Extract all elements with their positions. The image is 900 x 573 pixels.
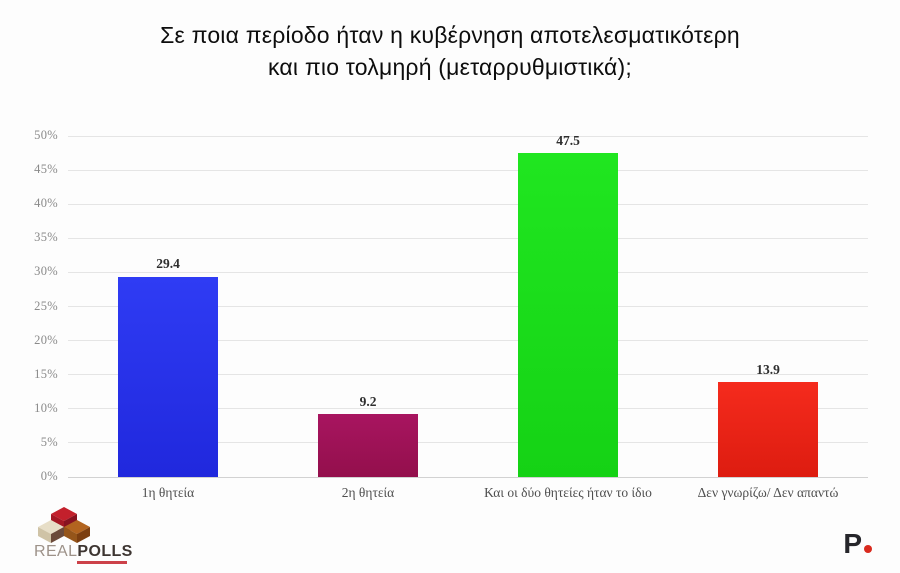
gridline-30 xyxy=(68,271,868,273)
gridline-10 xyxy=(68,408,868,410)
y-tick-label-35: 35% xyxy=(34,230,58,245)
gridline-50 xyxy=(68,135,868,137)
realpolls-word-polls: POLLS xyxy=(77,543,133,560)
gridline-20 xyxy=(68,340,868,342)
bar-value-1: 29.4 xyxy=(156,256,180,272)
realpolls-cubes-icon xyxy=(38,507,90,543)
gridline-5 xyxy=(68,442,868,444)
chart-title-line-1: Σε ποια περίοδο ήταν η κυβέρνηση αποτελε… xyxy=(160,22,740,48)
x-tick-label-3: Και οι δύο θητείες ήταν το ίδιο xyxy=(484,485,652,500)
y-tick-label-5: 5% xyxy=(40,434,58,449)
realpolls-logo: REALPOLLS xyxy=(34,506,144,568)
protagon-letter: P xyxy=(843,528,862,559)
y-tick-label-50: 50% xyxy=(34,128,58,142)
y-tick-label-30: 30% xyxy=(34,264,58,279)
x-tick-label-1: 1η θητεία xyxy=(141,485,195,500)
gridline-35 xyxy=(68,237,868,239)
gridline-45 xyxy=(68,169,868,171)
bar-1 xyxy=(118,276,218,477)
bar-4 xyxy=(718,382,818,477)
plot-area: 0% 5% 10% 15% 20% 25% 30% 35% 40% 45% 50% 29.4 1η θη… xyxy=(34,128,868,500)
x-tick-label-2: 2η θητεία xyxy=(341,485,395,500)
chart-title-line-2: και πιο τολμηρή (μεταρρυθμιστικά); xyxy=(268,53,632,80)
bar-value-3: 47.5 xyxy=(556,133,580,149)
y-tick-label-0: 0% xyxy=(40,469,58,483)
realpolls-wordmark: REALPOLLS xyxy=(34,543,133,561)
realpolls-word-real: REAL xyxy=(34,543,78,560)
y-tick-label-15: 15% xyxy=(34,366,58,381)
y-tick-label-40: 40% xyxy=(34,196,58,211)
y-tick-label-10: 10% xyxy=(34,400,58,415)
gridline-40 xyxy=(68,203,868,205)
gridline-0 xyxy=(68,476,868,478)
y-tick-label-45: 45% xyxy=(34,162,58,177)
gridline-15 xyxy=(68,374,868,376)
gridline-25 xyxy=(68,306,868,307)
protagon-dot-icon xyxy=(864,545,872,553)
y-tick-label-25: 25% xyxy=(34,298,58,313)
realpolls-tagline-bar xyxy=(77,561,127,564)
protagon-logo: P xyxy=(843,530,872,558)
bar-3 xyxy=(518,153,618,477)
x-tick-label-4: Δεν γνωρίζω/ Δεν απαντώ xyxy=(697,485,839,500)
chart-title: Σε ποια περίοδο ήταν η κυβέρνηση αποτελε… xyxy=(0,20,900,83)
bar-value-2: 9.2 xyxy=(359,394,377,410)
bar-value-4: 13.9 xyxy=(756,362,780,378)
bar-2 xyxy=(318,414,418,477)
y-tick-label-20: 20% xyxy=(34,332,58,347)
